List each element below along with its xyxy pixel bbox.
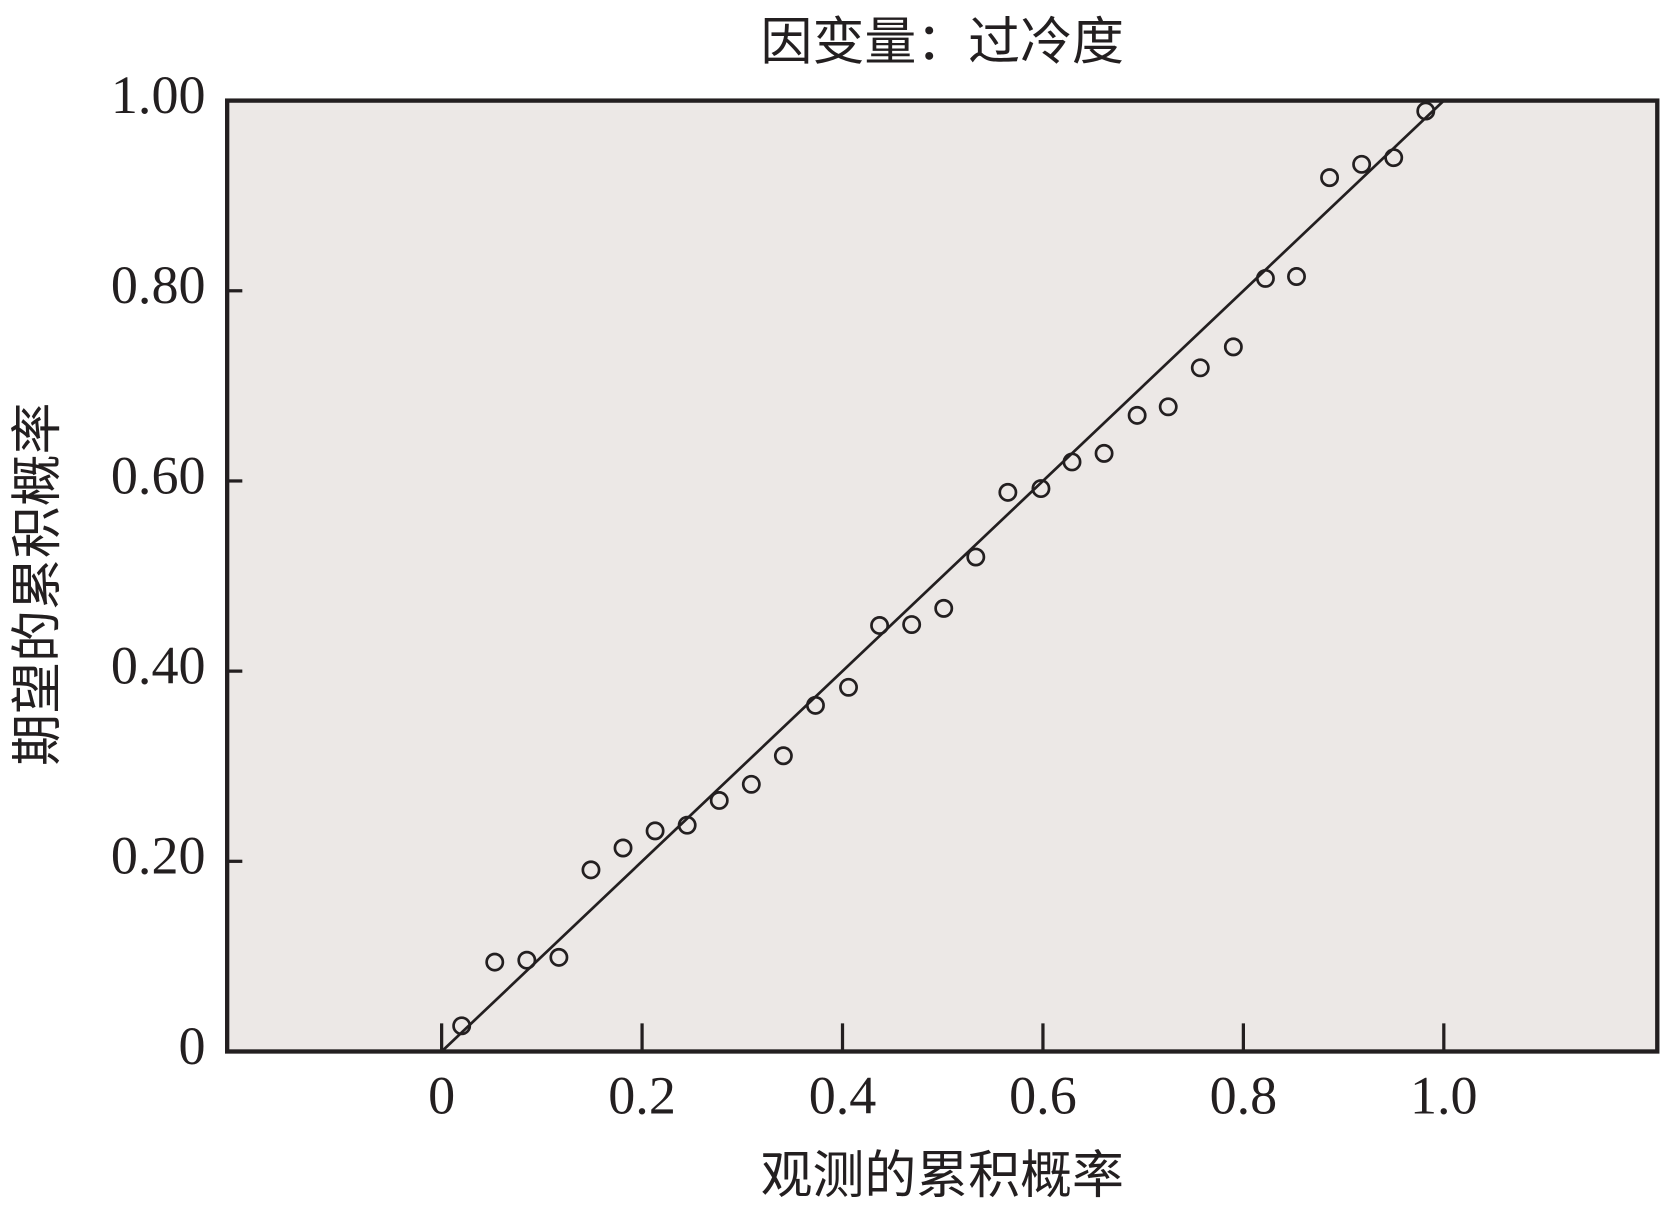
point <box>934 598 954 618</box>
plot-frame <box>225 98 1660 1054</box>
point <box>998 482 1018 502</box>
point <box>1287 267 1306 286</box>
point <box>517 950 537 970</box>
point <box>677 815 697 835</box>
chart-title: 因变量：过冷度 <box>761 15 1124 72</box>
x-tick-label: 1.0 <box>1410 1066 1478 1126</box>
point <box>1320 168 1340 188</box>
point <box>1223 337 1243 357</box>
point <box>549 947 569 967</box>
point <box>613 838 633 858</box>
point <box>1190 358 1210 378</box>
point <box>1416 101 1436 121</box>
y-tick-label: 0 <box>178 1016 205 1076</box>
y-tick-label: 0.20 <box>111 826 206 886</box>
point <box>1031 479 1051 499</box>
point <box>1094 443 1114 463</box>
y-tick-label: 0.80 <box>111 255 206 315</box>
y-tick-label: 0.40 <box>111 636 206 696</box>
point <box>773 746 793 766</box>
x-tick-label: 0.6 <box>1009 1066 1077 1126</box>
point <box>805 695 825 715</box>
y-axis-label: 期望的累积概率 <box>10 402 67 765</box>
x-tick-label: 0.8 <box>1210 1066 1278 1126</box>
point <box>741 774 761 794</box>
point <box>839 677 858 697</box>
x-tick-label: 0 <box>428 1066 455 1126</box>
x-tick-label: 0.4 <box>809 1066 877 1126</box>
point <box>870 616 890 635</box>
point <box>1062 452 1082 472</box>
y-tick-label: 1.00 <box>111 65 206 125</box>
x-axis-label: 观测的累积概率 <box>761 1148 1124 1205</box>
point <box>1352 154 1372 174</box>
x-tick-label: 0.2 <box>608 1066 676 1126</box>
point <box>1158 397 1178 417</box>
point <box>581 860 601 880</box>
point <box>645 821 665 841</box>
point <box>1255 268 1275 288</box>
reference-line <box>440 99 1445 1053</box>
point <box>1384 148 1404 168</box>
point <box>485 952 505 972</box>
point <box>1127 405 1147 425</box>
y-tick-label: 0.60 <box>111 445 206 505</box>
point <box>709 790 729 810</box>
point <box>902 615 922 635</box>
point <box>452 1016 472 1036</box>
point <box>966 547 986 567</box>
